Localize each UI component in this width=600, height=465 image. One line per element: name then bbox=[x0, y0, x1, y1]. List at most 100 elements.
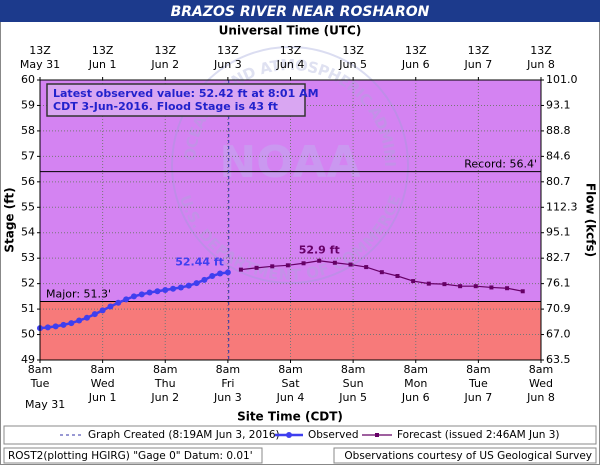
y2-tick-label: 88.8 bbox=[546, 124, 571, 137]
threshold-label: Major: 51.3' bbox=[46, 287, 111, 300]
x2-tick-label: 13Z bbox=[530, 44, 552, 57]
x-tick-day: Mon bbox=[404, 377, 427, 390]
x2-tick-label: 13Z bbox=[468, 44, 490, 57]
x-tick-date: Jun 5 bbox=[338, 391, 367, 404]
x2-tick-label: 13Z bbox=[154, 44, 176, 57]
x2-tick-label: 13Z bbox=[92, 44, 114, 57]
y-tick-label: 52 bbox=[21, 277, 35, 290]
observed-point bbox=[217, 270, 224, 277]
x-tick-date: Jun 6 bbox=[401, 391, 430, 404]
y2-tick-label: 95.1 bbox=[546, 226, 571, 239]
y2-tick-label: 112.3 bbox=[546, 200, 578, 213]
x2-tick-label: 13Z bbox=[342, 44, 364, 57]
footer-box bbox=[333, 447, 597, 464]
forecast-point bbox=[489, 285, 494, 290]
forecast-point bbox=[301, 261, 306, 266]
y-tick-label: 56 bbox=[21, 175, 35, 188]
forecast-point bbox=[317, 258, 322, 263]
forecast-point bbox=[270, 264, 275, 269]
observed-point bbox=[52, 323, 59, 330]
observed-point bbox=[44, 324, 51, 331]
observed-point bbox=[68, 320, 75, 327]
forecast-point bbox=[348, 262, 353, 267]
observed-point bbox=[170, 285, 177, 292]
observed-point bbox=[193, 280, 200, 287]
annotation-text: CDT 3-Jun-2016. Flood Stage is 43 ft bbox=[53, 100, 278, 113]
forecast-point bbox=[254, 265, 259, 270]
x-tick-label: 8am bbox=[28, 363, 52, 376]
legend-label: Forecast (issued 2:46AM Jun 3) bbox=[397, 429, 560, 441]
observed-point bbox=[146, 289, 153, 296]
forecast-point bbox=[442, 282, 447, 287]
observed-point bbox=[123, 296, 130, 303]
forecast-point bbox=[520, 289, 525, 294]
observed-point bbox=[138, 291, 145, 298]
legend-label: Observed bbox=[308, 429, 359, 441]
observed-point bbox=[99, 307, 106, 314]
y2-tick-label: 82.7 bbox=[546, 251, 571, 264]
x-tick-day: Thu bbox=[154, 377, 176, 390]
y2-tick-label: 93.1 bbox=[546, 98, 571, 111]
observed-point bbox=[177, 284, 184, 291]
x-tick-day: Tue bbox=[468, 377, 488, 390]
observed-point bbox=[185, 282, 192, 289]
x-tick-label: 8am bbox=[529, 363, 553, 376]
x2-tick-date: Jun 7 bbox=[464, 58, 493, 71]
x-tick-date: Jun 7 bbox=[464, 391, 493, 404]
y2-tick-label: 76.1 bbox=[546, 277, 571, 290]
y-axis-label: Stage (ft) bbox=[3, 187, 17, 252]
y2-tick-label: 101.0 bbox=[546, 73, 578, 86]
x2-tick-date: May 31 bbox=[20, 58, 60, 71]
x2-tick-label: 13Z bbox=[405, 44, 427, 57]
y2-tick-label: 67.0 bbox=[546, 328, 571, 341]
x2-tick-date: Jun 6 bbox=[401, 58, 430, 71]
forecast-point bbox=[505, 286, 510, 291]
x-tick-label: 8am bbox=[153, 363, 177, 376]
forecast-point bbox=[411, 279, 416, 284]
x2-tick-date: Jun 8 bbox=[526, 58, 555, 71]
x-tick-label: 8am bbox=[216, 363, 240, 376]
y-tick-label: 60 bbox=[21, 73, 35, 86]
watermark-ring bbox=[171, 46, 409, 284]
x2-tick-date: Jun 1 bbox=[88, 58, 117, 71]
observed-point bbox=[83, 314, 90, 321]
x-tick-label: 8am bbox=[341, 363, 365, 376]
x-tick-day: Wed bbox=[529, 377, 553, 390]
y-tick-label: 57 bbox=[21, 149, 35, 162]
annotation-box bbox=[46, 83, 306, 117]
x2-tick-date: Jun 2 bbox=[150, 58, 179, 71]
y2-tick-label: 70.9 bbox=[546, 302, 571, 315]
watermark-center: NOAA bbox=[219, 137, 360, 188]
y-tick-label: 49 bbox=[21, 353, 35, 366]
forecast-point bbox=[238, 267, 243, 272]
forecast-point bbox=[285, 263, 290, 268]
x-tick-date: May 31 bbox=[25, 398, 65, 411]
y2-tick-label: 80.7 bbox=[546, 175, 571, 188]
x2-tick-label: 13Z bbox=[29, 44, 51, 57]
observed-point bbox=[107, 303, 114, 310]
x-tick-label: 8am bbox=[90, 363, 114, 376]
y2-axis-label: Flow (kcfs) bbox=[584, 183, 598, 257]
x-tick-day: Fri bbox=[221, 377, 234, 390]
footer-right: Observations courtesy of US Geological S… bbox=[344, 450, 592, 462]
annotation-text: Latest observed value: 52.42 ft at 8:01 … bbox=[53, 87, 319, 100]
forecast-point bbox=[379, 270, 384, 275]
top-axis-label: Universal Time (UTC) bbox=[219, 24, 362, 38]
x-tick-date: Jun 8 bbox=[526, 391, 555, 404]
threshold-label: Record: 56.4' bbox=[464, 158, 537, 171]
x-tick-day: Tue bbox=[30, 377, 50, 390]
footer-left: ROST2(plotting HGIRG) "Gage 0" Datum: 0.… bbox=[8, 450, 253, 462]
x2-tick-date: Jun 4 bbox=[276, 58, 305, 71]
x2-tick-date: Jun 5 bbox=[338, 58, 367, 71]
observed-point bbox=[115, 299, 122, 306]
chart-title: BRAZOS RIVER NEAR ROSHARON bbox=[171, 4, 430, 20]
forecast-point bbox=[395, 274, 400, 278]
observed-point bbox=[162, 287, 169, 293]
observed-point bbox=[209, 273, 216, 279]
x-tick-label: 8am bbox=[278, 363, 302, 376]
y2-tick-label: 84.6 bbox=[546, 149, 571, 162]
observed-point bbox=[130, 293, 137, 300]
x-tick-date: Jun 1 bbox=[88, 391, 117, 404]
footer-box bbox=[3, 447, 263, 464]
